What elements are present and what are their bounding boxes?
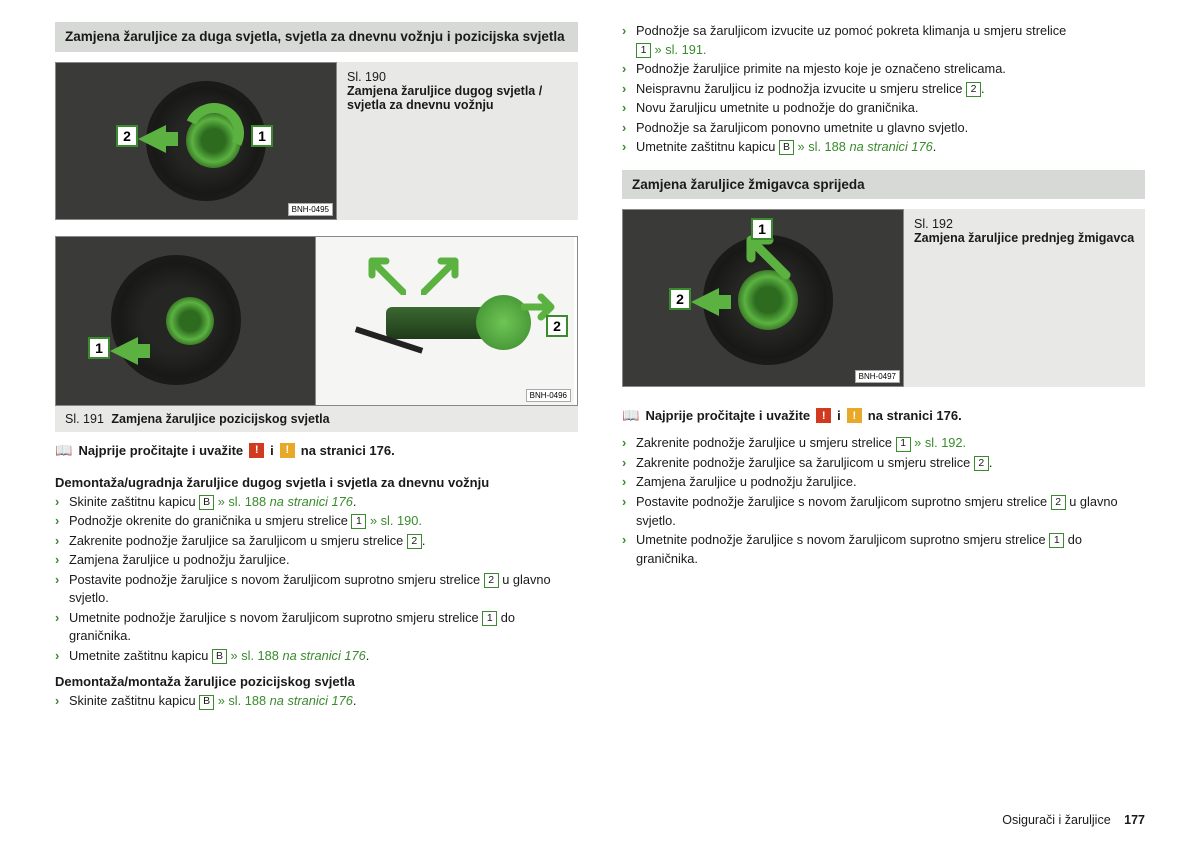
figure-190-image: 1 2 BNH-0495 [55, 62, 337, 220]
ref-letter: B [779, 140, 794, 155]
image-code: BNH-0495 [288, 203, 333, 216]
marker-1: 1 [88, 337, 110, 359]
marker-2: 2 [546, 315, 568, 337]
book-icon: 📖 [55, 442, 72, 459]
warning-icon-red: ! [249, 443, 264, 458]
steps-list-2: Skinite zaštitnu kapicu B » sl. 188 na s… [55, 692, 578, 712]
figure-label: Sl. 192 [914, 217, 1135, 231]
ref-num: 1 [351, 514, 366, 529]
ref-letter: B [212, 649, 227, 664]
left-column: Zamjena žaruljice za duga svjetla, svjet… [55, 22, 578, 825]
step: Zamjena žaruljice u podnožju žaruljice. [622, 473, 1145, 492]
step: Novu žaruljicu umetnite u podnožje do gr… [622, 99, 1145, 118]
section-header-right: Zamjena žaruljice žmigavca sprijeda [622, 170, 1145, 200]
subheading: Demontaža/ugradnja žaruljice dugog svjet… [55, 475, 578, 490]
note-text: Najprije pročitajte i uvažite [645, 408, 810, 423]
warning-icon-yellow: ! [280, 443, 295, 458]
step: Neispravnu žaruljicu iz podnožja izvucit… [622, 80, 1145, 99]
step: Skinite zaštitnu kapicu B » sl. 188 na s… [55, 692, 578, 711]
step: Podnožje sa žaruljicom ponovno umetnite … [622, 119, 1145, 138]
ref-num: 2 [407, 534, 422, 549]
ref-num: 1 [1049, 533, 1064, 548]
note-text: na stranici 176. [301, 443, 395, 458]
steps-continued: Podnožje sa žaruljicom izvucite uz pomoć… [622, 22, 1145, 158]
step: Zakrenite podnožje žaruljice u smjeru st… [622, 434, 1145, 453]
step: Umetnite zaštitnu kapicu B » sl. 188 na … [622, 138, 1145, 157]
figure-title: Zamjena žaruljice dugog svjetla / svjetl… [347, 84, 542, 112]
figure-192-caption: Sl. 192 Zamjena žaruljice prednjeg žmiga… [904, 209, 1145, 387]
figure-191: 1 2 BNH-0496 Sl. 191 Zamjena žaruljice p… [55, 236, 578, 432]
read-first-note: 📖 Najprije pročitajte i uvažite ! i ! na… [55, 442, 578, 459]
step: Umetnite zaštitnu kapicu B » sl. 188 na … [55, 647, 578, 666]
step: Umetnite podnožje žaruljice s novom žaru… [622, 531, 1145, 568]
section-header-left: Zamjena žaruljice za duga svjetla, svjet… [55, 22, 578, 52]
step: Podnožje žaruljice primite na mjesto koj… [622, 60, 1145, 79]
figure-191-caption: Sl. 191 Zamjena žaruljice pozicijskog sv… [55, 406, 578, 432]
figure-191-image-left: 1 [56, 237, 316, 405]
ref-num: 2 [1051, 495, 1066, 510]
book-icon: 📖 [622, 407, 639, 424]
figure-label: Sl. 191 [65, 412, 104, 426]
ref-num: 2 [966, 82, 981, 97]
image-code: BNH-0497 [855, 370, 900, 383]
note-text: na stranici 176. [868, 408, 962, 423]
figure-title: Zamjena žaruljice prednjeg žmigavca [914, 231, 1134, 245]
figure-190: 1 2 BNH-0495 Sl. 190 Zamjena žaruljice d… [55, 62, 578, 220]
figure-190-caption: Sl. 190 Zamjena žaruljice dugog svjetla … [337, 62, 578, 220]
figure-192: 1 2 BNH-0497 Sl. 192 Zamjena žaruljice p… [622, 209, 1145, 387]
ref-num: 2 [974, 456, 989, 471]
page-footer: Osigurači i žaruljice 177 [1002, 813, 1145, 827]
marker-1: 1 [251, 125, 273, 147]
figure-label: Sl. 190 [347, 70, 568, 84]
warning-icon-yellow: ! [847, 408, 862, 423]
ref-letter: B [199, 495, 214, 510]
ref-letter: B [199, 695, 214, 710]
step: Zamjena žaruljice u podnožju žaruljice. [55, 551, 578, 570]
ref-num: 2 [484, 573, 499, 588]
marker-1: 1 [751, 218, 773, 240]
ref-num: 1 [482, 611, 497, 626]
step: Skinite zaštitnu kapicu B » sl. 188 na s… [55, 493, 578, 512]
step: Postavite podnožje žaruljice s novom žar… [622, 493, 1145, 530]
step: Zakrenite podnožje žaruljice sa žaruljic… [622, 454, 1145, 473]
figure-191-image-right: 2 BNH-0496 [316, 237, 574, 405]
step: Postavite podnožje žaruljice s novom žar… [55, 571, 578, 608]
step: Podnožje okrenite do graničnika u smjeru… [55, 512, 578, 531]
note-text: i [837, 408, 841, 423]
figure-title: Zamjena žaruljice pozicijskog svjetla [111, 412, 329, 426]
step: Umetnite podnožje žaruljice s novom žaru… [55, 609, 578, 646]
ref-num: 1 [636, 43, 651, 58]
note-text: i [270, 443, 274, 458]
chapter-name: Osigurači i žaruljice [1002, 813, 1110, 827]
step: Zakrenite podnožje žaruljice sa žaruljic… [55, 532, 578, 551]
step: Podnožje sa žaruljicom izvucite uz pomoć… [622, 22, 1145, 59]
right-column: Podnožje sa žaruljicom izvucite uz pomoć… [622, 22, 1145, 825]
subheading: Demontaža/montaža žaruljice pozicijskog … [55, 674, 578, 689]
page-number: 177 [1124, 813, 1145, 827]
steps-list-right: Zakrenite podnožje žaruljice u smjeru st… [622, 434, 1145, 569]
warning-icon-red: ! [816, 408, 831, 423]
image-code: BNH-0496 [526, 389, 571, 402]
marker-2: 2 [116, 125, 138, 147]
marker-2очка-2: 2 [669, 288, 691, 310]
read-first-note: 📖 Najprije pročitajte i uvažite ! i ! na… [622, 407, 1145, 424]
figure-192-image: 1 2 BNH-0497 [622, 209, 904, 387]
ref-num: 1 [896, 437, 911, 452]
note-text: Najprije pročitajte i uvažite [78, 443, 243, 458]
steps-list-1: Skinite zaštitnu kapicu B » sl. 188 na s… [55, 493, 578, 667]
